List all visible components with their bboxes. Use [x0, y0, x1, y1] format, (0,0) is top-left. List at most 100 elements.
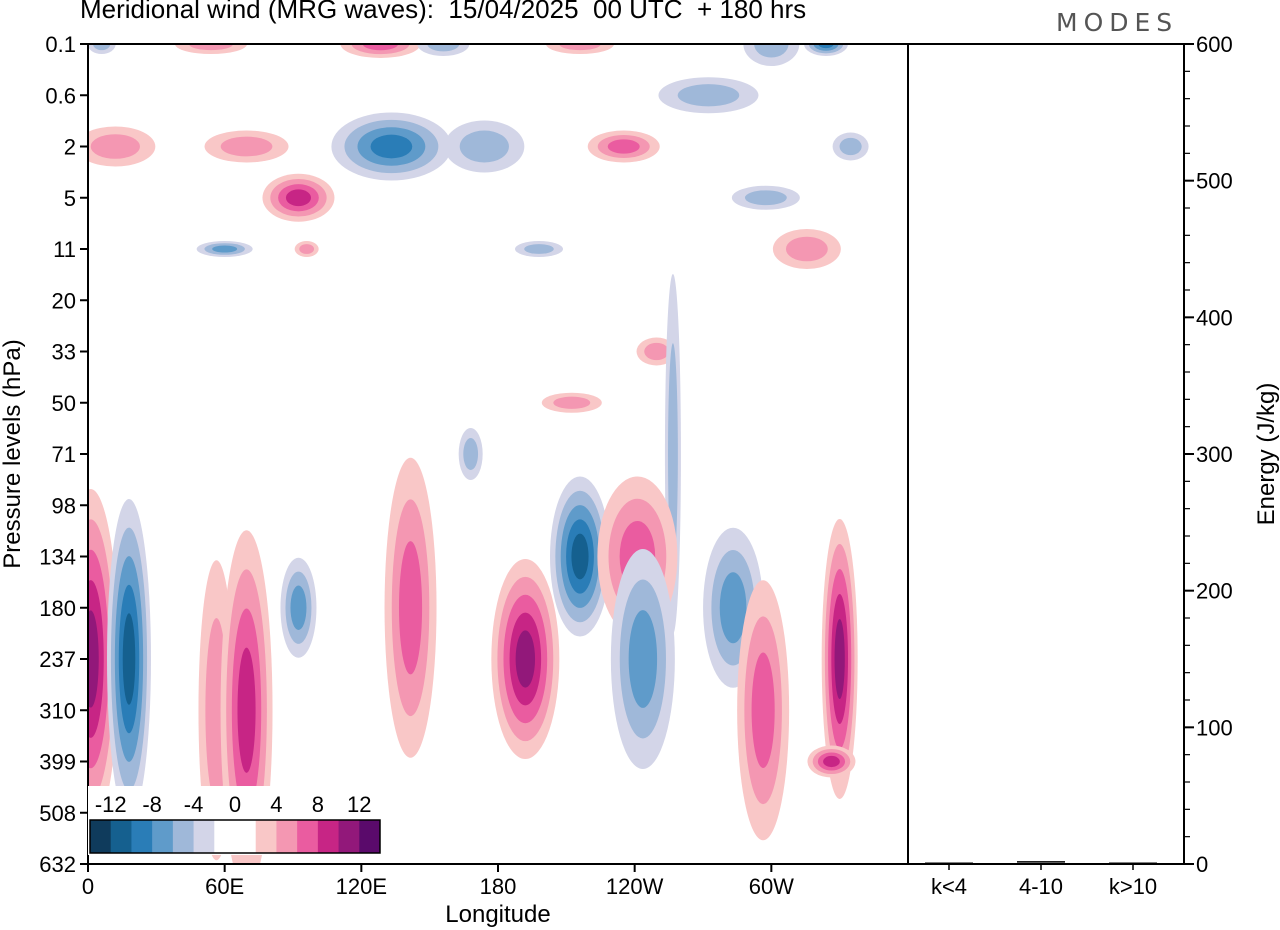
contour-region [541, 392, 602, 413]
y-tick-label: 0.6 [45, 83, 76, 108]
contour-region [175, 44, 247, 54]
energy-bar [1109, 862, 1157, 864]
y-tick-label: 71 [52, 442, 76, 467]
contour-band [818, 44, 834, 49]
energy-tick-label: 0 [1196, 852, 1208, 877]
colorbar-label: 4 [270, 792, 282, 817]
contour-band [559, 44, 601, 51]
contour-region [610, 549, 675, 769]
contour-region [417, 44, 470, 56]
energy-tick-label: 300 [1196, 442, 1233, 467]
contour-band [839, 137, 862, 156]
energy-bar [925, 862, 973, 864]
colorbar-swatch [235, 820, 257, 853]
contour-region [262, 173, 335, 222]
contour-band [237, 647, 256, 773]
colorbar-swatch [297, 820, 319, 853]
colorbar-swatch [214, 820, 236, 853]
contour-band [785, 236, 828, 262]
contour-band [754, 44, 789, 58]
contour-region [107, 499, 151, 819]
contour-field [88, 44, 869, 864]
contour-region [550, 476, 610, 637]
contour-band [463, 438, 479, 470]
y-tick-label: 632 [39, 852, 76, 877]
contour-region [196, 241, 253, 257]
energy-axis: 0 100 200 300 400 500 600 [1184, 32, 1233, 877]
longitude-axis: 0 60E 120E 180 120W 60W [82, 864, 794, 899]
x-tick-label: 180 [480, 874, 517, 899]
y-tick-label: 5 [64, 186, 76, 211]
energy-tick-label: 400 [1196, 305, 1233, 330]
colorbar-label: 0 [229, 792, 241, 817]
contour-band [744, 190, 787, 206]
colorbar-label: -4 [184, 792, 204, 817]
y-tick-label: 98 [52, 493, 76, 518]
colorbar-swatch [131, 820, 153, 853]
colorbar-label: -12 [95, 792, 127, 817]
y-tick-label: 2 [64, 135, 76, 160]
y-tick-label: 134 [39, 545, 76, 570]
contour-region [821, 519, 858, 799]
contour-band [290, 585, 307, 630]
x-tick-label: 60W [749, 874, 794, 899]
contour-region [204, 130, 289, 163]
y-tick-label: 180 [39, 596, 76, 621]
colorbar-label: -8 [142, 792, 162, 817]
y-tick-label: 310 [39, 698, 76, 723]
contour-band [398, 541, 423, 675]
energy-tick-label: 100 [1196, 715, 1233, 740]
y-tick-label: 11 [53, 237, 76, 262]
energy-tick-label: 500 [1196, 169, 1233, 194]
colorbar-label: 8 [312, 792, 324, 817]
contour-region [772, 229, 841, 269]
contour-band [571, 533, 589, 580]
energy-category-label: k>10 [1109, 874, 1157, 899]
energy-category-label: 4-10 [1019, 874, 1063, 899]
colorbar-swatch [152, 820, 174, 853]
contour-band [285, 189, 311, 207]
contour-region [804, 44, 848, 56]
contour-region [658, 77, 759, 114]
y-tick-label: 399 [39, 750, 76, 775]
energy-plot-frame [907, 43, 1185, 865]
contour-band [212, 245, 238, 253]
contour-band [220, 136, 273, 157]
colorbar-swatch [172, 820, 195, 853]
contour-region [384, 457, 437, 758]
colorbar: -12 -8 -4 0 4 8 12 [88, 786, 382, 855]
contour-band [299, 244, 315, 254]
colorbar-swatch [317, 820, 340, 853]
contour-region [737, 580, 790, 841]
contour-band [719, 572, 747, 644]
contour-region [88, 126, 156, 167]
energy-category-label: k<4 [931, 874, 967, 899]
energy-bars: k<4 4-10 k>10 [925, 861, 1157, 899]
colorbar-frame [89, 819, 381, 854]
contour-band [459, 130, 509, 163]
colorbar-swatch [255, 820, 277, 853]
contour-region [731, 185, 800, 210]
contour-region [807, 745, 856, 778]
y-tick-label: 50 [52, 391, 76, 416]
contour-region [444, 120, 525, 173]
contour-band [362, 44, 399, 51]
contour-region [832, 132, 869, 161]
contour-region [331, 112, 452, 181]
contour-region [515, 241, 563, 257]
contour-region [491, 559, 560, 759]
x-axis-title: Longitude [445, 901, 550, 928]
contour-band [553, 396, 591, 409]
contour-region [340, 44, 421, 58]
contour-band [88, 610, 99, 708]
contour-band [644, 342, 669, 361]
colorbar-swatch [276, 820, 298, 853]
colorbar-label: 12 [347, 792, 371, 817]
contour-band [677, 84, 740, 107]
y-tick-label: 237 [39, 647, 76, 672]
y-tick-label: 508 [39, 801, 76, 826]
colorbar-swatch [193, 820, 215, 853]
y-tick-label: 33 [52, 340, 76, 365]
y-tick-label: 20 [52, 288, 76, 313]
